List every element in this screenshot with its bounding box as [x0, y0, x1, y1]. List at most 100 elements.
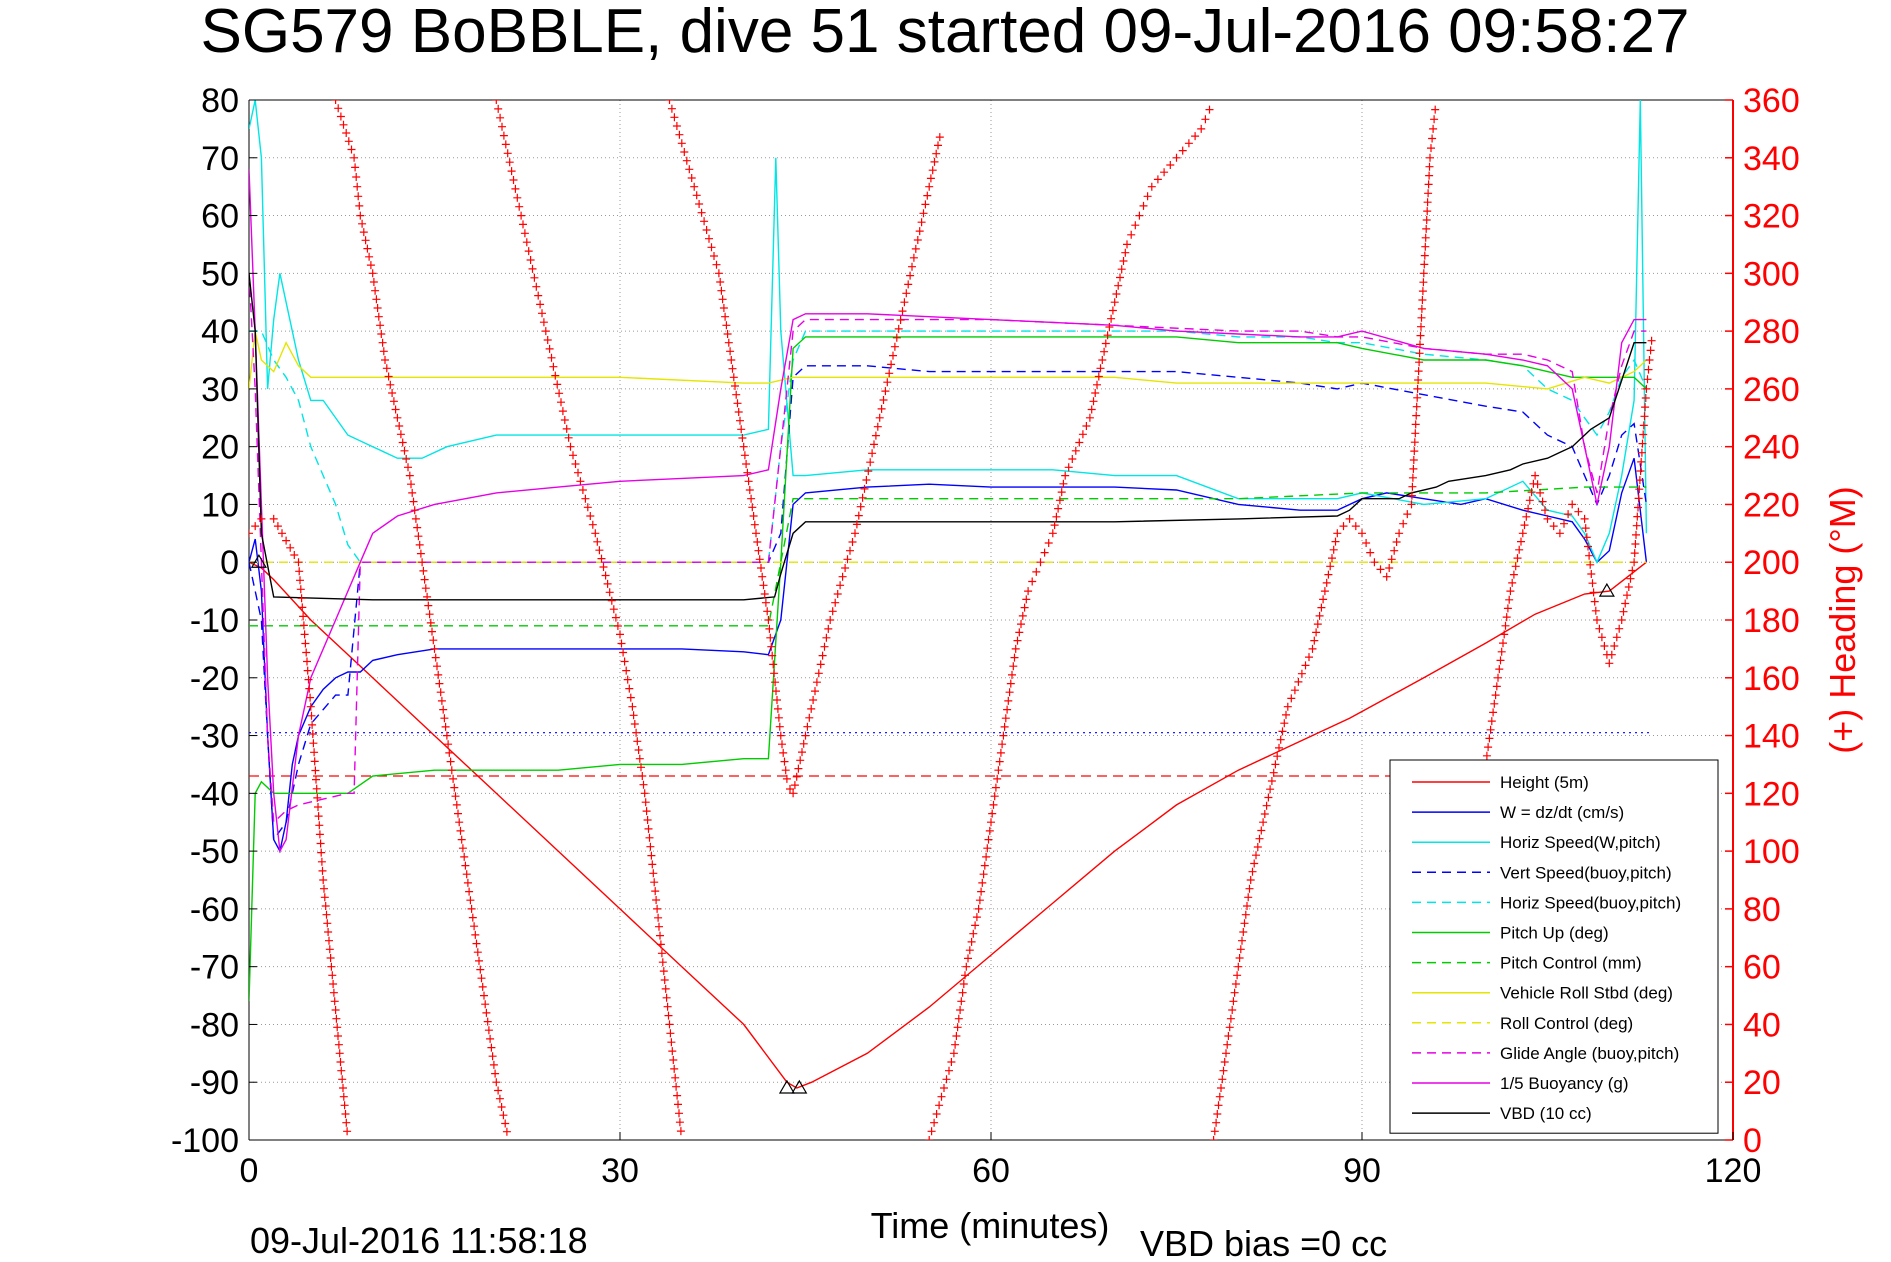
heading-marker — [1500, 630, 1509, 639]
y2-tick-label: 340 — [1743, 140, 1800, 178]
heading-marker — [831, 598, 840, 607]
heading-marker — [470, 922, 479, 931]
heading-marker — [645, 833, 654, 842]
heading-marker — [1339, 522, 1348, 531]
heading-marker — [803, 722, 812, 731]
heading-marker — [308, 730, 317, 738]
heading-marker — [1312, 628, 1321, 637]
heading-marker — [1417, 322, 1425, 331]
heading-marker — [809, 696, 818, 704]
heading-marker — [768, 651, 777, 660]
heading-marker — [1324, 570, 1333, 579]
heading-marker — [391, 405, 400, 414]
heading-marker — [1641, 403, 1650, 412]
heading-marker — [1017, 620, 1025, 629]
heading-marker — [315, 821, 324, 830]
heading-marker — [492, 100, 501, 104]
heading-marker — [642, 807, 651, 816]
heading-marker — [1595, 624, 1604, 633]
heading-marker — [603, 579, 612, 588]
heading-marker — [611, 613, 620, 622]
heading-marker — [873, 422, 882, 431]
heading-marker — [1009, 662, 1018, 671]
heading-marker — [932, 149, 941, 158]
heading-marker — [1490, 699, 1499, 708]
heading-marker — [482, 1008, 491, 1017]
heading-marker — [1415, 358, 1424, 367]
heading-marker — [1239, 928, 1248, 936]
heading-marker — [305, 684, 314, 693]
heading-marker — [460, 852, 469, 861]
heading-marker — [466, 896, 475, 905]
heading-marker — [507, 167, 516, 176]
heading-marker — [733, 399, 742, 408]
heading-marker — [411, 514, 420, 523]
heading-marker — [634, 746, 643, 754]
heading-marker — [632, 728, 641, 737]
heading-marker — [1414, 367, 1423, 376]
triangle-marker — [250, 554, 267, 568]
heading-marker — [1409, 464, 1418, 473]
heading-marker — [667, 1038, 676, 1047]
heading-marker — [836, 581, 845, 590]
heading-marker — [894, 324, 903, 333]
heading-marker — [439, 705, 448, 714]
heading-marker — [1589, 588, 1598, 597]
heading-marker — [1370, 558, 1379, 567]
heading-marker — [1320, 587, 1329, 596]
heading-marker — [1485, 734, 1494, 743]
heading-marker — [1632, 521, 1641, 530]
heading-marker — [655, 922, 663, 931]
heading-marker — [1630, 558, 1639, 567]
heading-marker — [379, 347, 388, 356]
heading-marker — [1093, 380, 1101, 389]
heading-marker — [799, 739, 808, 748]
heading-marker — [932, 1110, 941, 1118]
heading-marker — [463, 878, 472, 887]
heading-marker — [1408, 473, 1417, 482]
heading-marker — [1637, 457, 1646, 466]
heading-marker — [1098, 356, 1107, 364]
heading-marker — [690, 182, 699, 191]
heading-marker — [1641, 394, 1650, 402]
heading-marker — [501, 140, 510, 149]
heading-marker — [752, 529, 760, 538]
heading-marker — [626, 693, 635, 702]
heading-marker — [456, 826, 465, 835]
heading-marker — [714, 269, 723, 278]
heading-marker — [480, 991, 488, 1000]
heading-marker — [1345, 514, 1354, 523]
heading-marker — [1201, 115, 1210, 124]
heading-marker — [486, 1034, 495, 1043]
heading-marker — [775, 722, 784, 731]
heading-marker — [1415, 349, 1424, 358]
heading-marker — [304, 675, 313, 684]
heading-marker — [588, 520, 597, 529]
triangle-marker — [791, 1079, 808, 1094]
heading-marker — [317, 848, 326, 857]
heading-marker — [520, 229, 529, 238]
heading-marker — [1358, 529, 1366, 538]
heading-marker — [1423, 207, 1432, 216]
heading-marker — [1422, 224, 1431, 233]
heading-marker — [1417, 313, 1426, 322]
heading-marker — [425, 610, 434, 619]
heading-marker — [314, 812, 323, 821]
legend-box — [1389, 759, 1719, 1134]
heading-marker — [942, 1075, 951, 1084]
heading-marker — [967, 937, 976, 946]
heading-marker — [885, 369, 894, 378]
heading-marker — [389, 397, 398, 406]
heading-marker — [395, 422, 404, 430]
heading-marker — [368, 269, 377, 278]
heading-marker — [985, 826, 994, 835]
heading-marker — [1222, 1049, 1230, 1058]
series-line-glide — [249, 273, 1647, 824]
heading-marker — [1508, 578, 1517, 587]
heading-marker — [1632, 530, 1640, 539]
heading-marker — [340, 1101, 349, 1110]
heading-marker — [702, 226, 711, 234]
heading-marker — [384, 372, 393, 381]
heading-marker — [342, 129, 351, 137]
heading-marker — [671, 1073, 680, 1082]
